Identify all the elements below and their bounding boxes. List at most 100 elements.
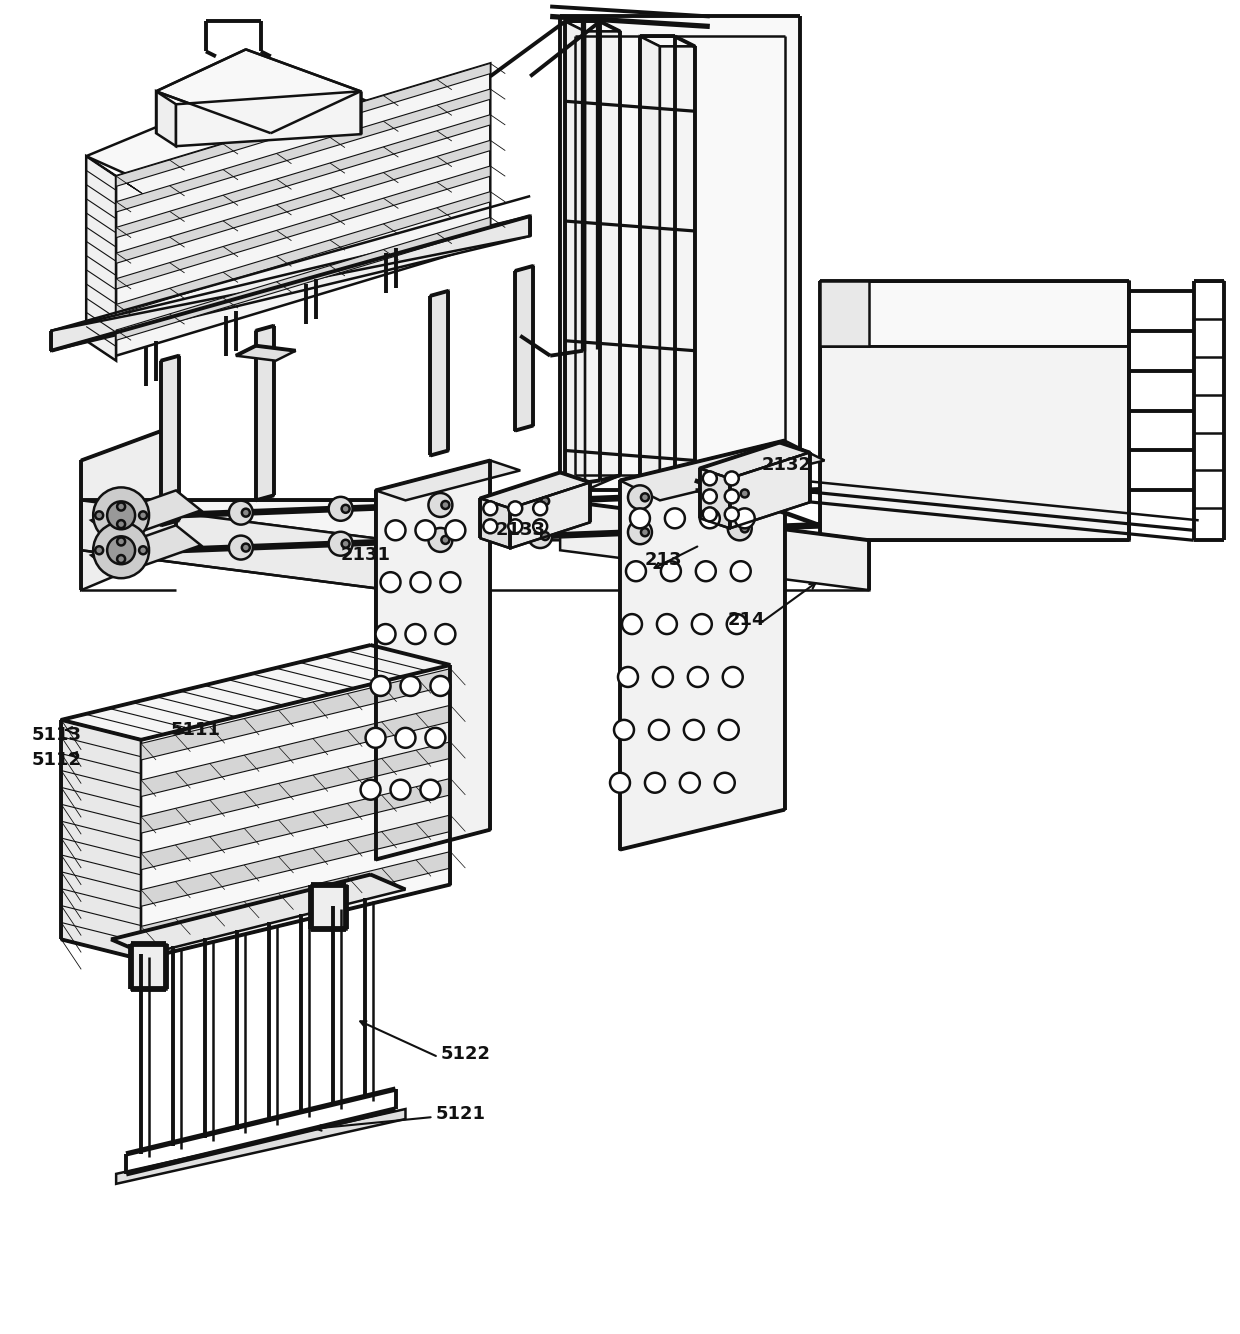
Polygon shape [141,851,450,943]
Circle shape [107,502,135,530]
Text: 2132: 2132 [761,456,812,475]
Circle shape [641,494,649,502]
Polygon shape [430,291,449,455]
Circle shape [714,772,735,792]
Polygon shape [376,460,521,500]
Circle shape [528,490,552,514]
Circle shape [242,543,249,551]
Circle shape [688,667,708,687]
Polygon shape [480,472,590,508]
Polygon shape [141,666,450,959]
Polygon shape [820,281,869,346]
Circle shape [386,520,405,540]
Polygon shape [820,346,1114,540]
Circle shape [657,614,677,634]
Polygon shape [112,875,405,954]
Polygon shape [81,500,391,590]
Circle shape [139,511,148,519]
Polygon shape [620,440,825,500]
Polygon shape [141,815,450,906]
Polygon shape [51,216,531,351]
Polygon shape [699,468,730,528]
Circle shape [727,614,746,634]
Circle shape [229,536,253,559]
Circle shape [618,667,637,687]
Polygon shape [585,32,620,491]
Circle shape [703,507,717,522]
Circle shape [622,614,642,634]
Circle shape [242,508,249,516]
Circle shape [342,540,350,548]
Text: 5111: 5111 [171,720,221,739]
Circle shape [724,507,739,522]
Circle shape [508,519,522,534]
Circle shape [627,486,652,510]
Polygon shape [51,216,531,351]
Polygon shape [699,443,810,479]
Polygon shape [131,944,166,990]
Circle shape [683,720,704,740]
Circle shape [396,728,415,748]
Circle shape [415,520,435,540]
Polygon shape [117,1109,405,1183]
Polygon shape [820,346,1128,540]
Polygon shape [61,720,141,959]
Polygon shape [560,500,869,590]
Polygon shape [117,115,490,237]
Circle shape [703,490,717,503]
Polygon shape [141,779,450,870]
Polygon shape [565,21,585,491]
Circle shape [441,502,449,510]
Polygon shape [117,89,490,212]
Polygon shape [87,69,490,243]
Text: 5121: 5121 [435,1105,485,1123]
Circle shape [699,508,719,528]
Polygon shape [92,491,201,540]
Circle shape [420,780,440,799]
Polygon shape [156,49,361,133]
Circle shape [117,520,125,528]
Text: 213: 213 [645,551,682,570]
Circle shape [107,536,135,564]
Circle shape [435,624,455,644]
Polygon shape [61,646,450,740]
Text: 2133: 2133 [495,522,546,539]
Circle shape [329,532,352,556]
Circle shape [730,562,750,582]
Circle shape [724,490,739,503]
Polygon shape [620,440,785,850]
Text: 5112: 5112 [31,751,82,768]
Circle shape [533,519,547,534]
Polygon shape [117,140,490,263]
Circle shape [533,502,547,515]
Circle shape [405,624,425,644]
Circle shape [381,572,401,592]
Polygon shape [820,281,1114,346]
Polygon shape [236,346,295,360]
Polygon shape [141,706,450,796]
Circle shape [229,500,253,524]
Circle shape [645,772,665,792]
Circle shape [391,780,410,799]
Circle shape [703,471,717,486]
Circle shape [371,676,391,696]
Polygon shape [640,36,660,506]
Polygon shape [176,91,361,147]
Circle shape [610,772,630,792]
Polygon shape [161,356,179,526]
Polygon shape [81,426,176,590]
Circle shape [361,780,381,799]
Polygon shape [510,483,590,548]
Circle shape [425,728,445,748]
Circle shape [528,524,552,548]
Circle shape [740,490,749,498]
Polygon shape [81,500,869,540]
Circle shape [653,667,673,687]
Circle shape [728,516,751,540]
Circle shape [724,471,739,486]
Text: 2131: 2131 [341,546,391,564]
Circle shape [719,720,739,740]
Circle shape [440,572,460,592]
Polygon shape [660,47,694,506]
Circle shape [429,494,453,518]
